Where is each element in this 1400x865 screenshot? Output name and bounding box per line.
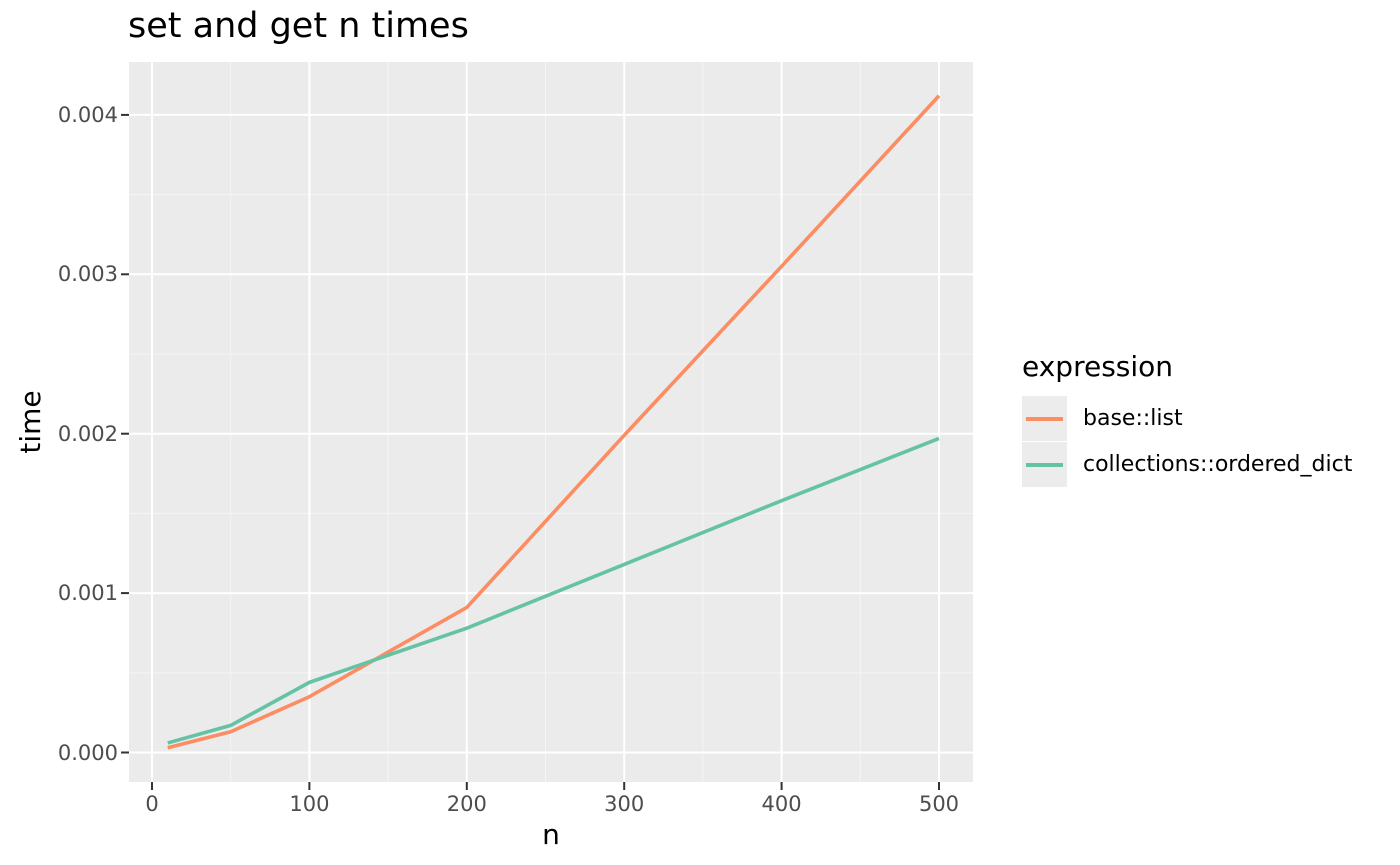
plot-panel (129, 62, 973, 782)
legend-item: collections::ordered_dict (1022, 442, 1352, 487)
legend: expression base::list collections::order… (1022, 350, 1352, 488)
x-tick-label: 100 (289, 792, 330, 816)
x-axis-title: n (542, 818, 560, 851)
y-tick-label: 0.003 (57, 262, 118, 287)
y-tick-label: 0.001 (57, 581, 118, 606)
plot-title: set and get n times (128, 6, 469, 46)
x-tick-label: 500 (918, 792, 960, 816)
y-axis-title: time (14, 390, 47, 454)
legend-key-line (1026, 462, 1063, 467)
x-tick-label: 300 (604, 792, 645, 816)
legend-title: expression (1022, 350, 1174, 383)
legend-key-swatch (1022, 442, 1067, 487)
legend-key-swatch (1022, 396, 1067, 441)
x-tick-label: 200 (446, 792, 487, 816)
legend-item-label: base::list (1083, 405, 1183, 431)
x-tick-label: 400 (761, 792, 802, 816)
y-tick-label: 0.004 (57, 102, 118, 127)
series-line-base-list (167, 94, 941, 750)
legend-item: base::list (1022, 396, 1352, 441)
legend-key-line (1026, 416, 1063, 421)
series-line-collections-ordered-dict (167, 436, 940, 745)
legend-item-label: collections::ordered_dict (1083, 451, 1353, 477)
y-tick-label: 0.000 (57, 740, 118, 765)
x-tick-label: 0 (145, 792, 159, 816)
y-tick-label: 0.002 (57, 421, 118, 446)
